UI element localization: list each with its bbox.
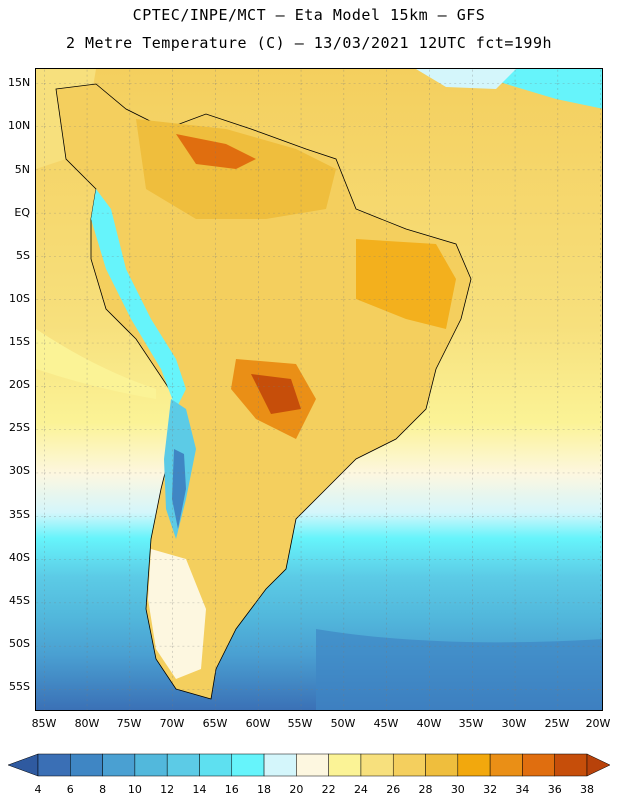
lon-label-55w: 55W	[287, 717, 313, 730]
scale-swatch	[392, 753, 426, 777]
scale-tick-label: 14	[192, 783, 207, 796]
lat-label-30s: 30S	[9, 464, 30, 477]
temperature-field	[36, 69, 602, 710]
lon-label-85w: 85W	[31, 717, 57, 730]
scale-swatch	[199, 753, 233, 777]
scale-tick-label: 30	[450, 783, 465, 796]
lon-label-75w: 75W	[116, 717, 142, 730]
scale-swatch	[457, 753, 491, 777]
scale-tick-label: 18	[257, 783, 272, 796]
scale-tick-label: 20	[289, 783, 304, 796]
scale-tick-label: 38	[580, 783, 594, 796]
scale-swatch	[425, 753, 459, 777]
scale-swatch	[166, 753, 200, 777]
lon-label-25w: 25W	[544, 717, 570, 730]
lon-label-35w: 35W	[458, 717, 484, 730]
scale-tick-label: 6	[66, 783, 74, 796]
scale-tick-label: 12	[160, 783, 175, 796]
scale-swatch	[522, 753, 555, 777]
lon-label-65w: 65W	[202, 717, 228, 730]
lat-label-5s: 5S	[16, 249, 30, 262]
lat-label-10n: 10N	[8, 119, 31, 132]
scale-tick-label: 36	[547, 783, 562, 796]
lon-label-50w: 50W	[330, 717, 356, 730]
scale-swatch	[263, 753, 297, 777]
scale-swatch	[231, 753, 265, 777]
lat-label-eq: EQ	[14, 206, 30, 219]
scale-tick-label: 4	[34, 783, 42, 796]
scale-tick-label: 26	[386, 783, 401, 796]
scale-swatch	[296, 753, 329, 777]
lat-label-40s: 40S	[9, 551, 30, 564]
lat-label-50s: 50S	[9, 637, 30, 650]
scale-high-arrow	[586, 753, 611, 777]
scale-swatch	[360, 753, 394, 777]
scale-swatch	[554, 753, 588, 777]
scale-swatch	[70, 753, 103, 777]
lon-label-80w: 80W	[74, 717, 100, 730]
scale-tick-label: 22	[321, 783, 336, 796]
lat-label-55s: 55S	[9, 680, 30, 693]
temperature-map	[35, 68, 603, 711]
map-title-line1: CPTEC/INPE/MCT – Eta Model 15km – GFS	[132, 6, 486, 24]
color-scale-bar	[7, 753, 611, 777]
lat-label-10s: 10S	[9, 292, 30, 305]
scale-tick-label: 24	[353, 783, 368, 796]
lat-label-15s: 15S	[9, 335, 30, 348]
map-title-line2: 2 Metre Temperature (C) – 13/03/2021 12U…	[65, 34, 553, 52]
lat-label-5n: 5N	[14, 163, 30, 176]
scale-tick-label: 16	[224, 783, 239, 796]
lon-label-40w: 40W	[416, 717, 442, 730]
lon-label-60w: 60W	[245, 717, 271, 730]
lat-label-15n: 15N	[8, 76, 31, 89]
lat-lon-grid	[36, 69, 602, 710]
lon-label-45w: 45W	[373, 717, 399, 730]
lat-label-45s: 45S	[9, 594, 30, 607]
scale-tick-label: 10	[127, 783, 142, 796]
scale-low-arrow	[7, 753, 39, 777]
scale-swatch	[134, 753, 168, 777]
scale-tick-label: 32	[483, 783, 498, 796]
scale-swatch	[37, 753, 71, 777]
scale-tick-label: 34	[515, 783, 530, 796]
scale-swatch	[102, 753, 136, 777]
lat-label-35s: 35S	[9, 508, 30, 521]
lon-label-20w: 20W	[585, 717, 611, 730]
lon-label-70w: 70W	[159, 717, 185, 730]
scale-tick-label: 8	[99, 783, 107, 796]
lon-label-30w: 30W	[501, 717, 527, 730]
scale-tick-label: 28	[418, 783, 433, 796]
scale-swatch	[328, 753, 362, 777]
lat-label-25s: 25S	[9, 421, 30, 434]
lat-label-20s: 20S	[9, 378, 30, 391]
scale-swatch	[489, 753, 523, 777]
